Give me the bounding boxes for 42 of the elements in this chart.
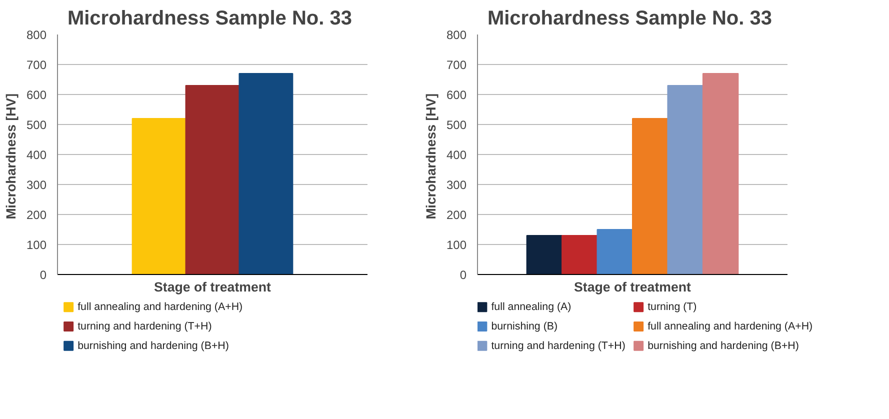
y-tick-label: 0 <box>40 268 47 282</box>
bar <box>526 235 563 274</box>
y-tick-label: 100 <box>26 238 47 252</box>
bar <box>702 73 739 274</box>
y-axis-title: Microhardness [HV] <box>3 93 18 220</box>
y-tick-label: 700 <box>26 58 47 72</box>
y-tick-label: 300 <box>446 178 467 192</box>
y-tick-label: 600 <box>26 88 47 102</box>
y-tick-label: 500 <box>26 118 47 132</box>
bar <box>238 73 294 274</box>
y-tick-label: 100 <box>446 238 467 252</box>
bar <box>185 85 240 274</box>
y-axis-title: Microhardness [HV] <box>423 93 438 220</box>
legend-label: full annealing and hardening (A+H) <box>648 320 813 332</box>
y-tick-label: 700 <box>446 58 467 72</box>
legend-label: full annealing (A) <box>491 301 572 314</box>
y-tick-label: 200 <box>26 208 47 222</box>
legend-label: full annealing and hardening (A+H) <box>78 301 243 314</box>
legend-label: burnishing (B) <box>491 320 558 332</box>
chart-title: Microhardness Sample No. 33 <box>67 8 352 30</box>
y-tick-label: 600 <box>446 88 467 102</box>
bar <box>667 85 704 274</box>
legend-label: burnishing and hardening (B+H) <box>648 340 799 352</box>
legend-label: turning and hardening (T+H) <box>78 320 212 332</box>
bar <box>632 118 668 274</box>
y-tick-label: 800 <box>446 28 467 42</box>
y-tick-label: 800 <box>26 28 47 42</box>
x-axis-title: Stage of treatment <box>574 280 692 294</box>
y-tick-label: 200 <box>446 208 467 222</box>
chart-title: Microhardness Sample No. 33 <box>487 8 772 30</box>
y-tick-label: 300 <box>26 178 47 192</box>
x-axis-title: Stage of treatment <box>154 280 272 294</box>
y-tick-label: 400 <box>26 148 47 162</box>
bar <box>132 118 186 274</box>
y-tick-label: 0 <box>460 268 467 282</box>
y-tick-label: 400 <box>446 148 467 162</box>
legend-label: turning (T) <box>648 301 697 314</box>
y-tick-label: 500 <box>446 118 467 132</box>
legend-label: burnishing and hardening (B+H) <box>78 340 229 352</box>
legend-label: turning and hardening (T+H) <box>491 340 626 352</box>
bar <box>562 235 598 274</box>
bar <box>596 229 633 274</box>
